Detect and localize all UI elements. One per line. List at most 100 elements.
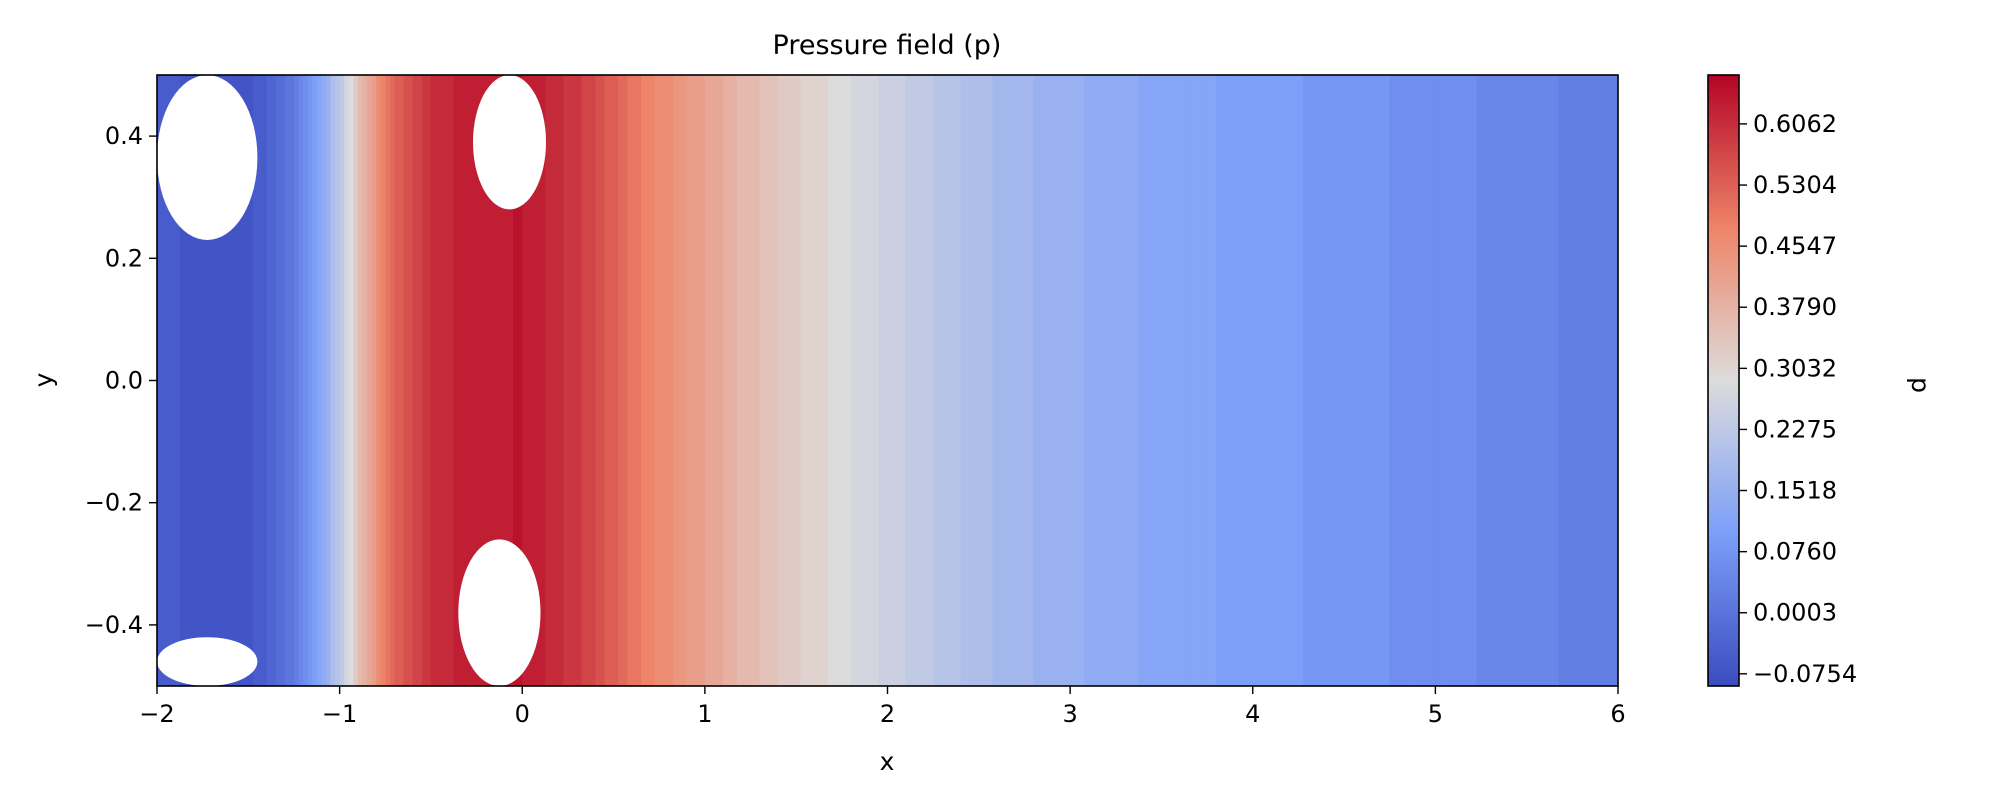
field-band [919,75,925,686]
field-band [892,75,898,686]
plot-area [157,75,1618,686]
field-band [444,75,450,686]
field-band [1604,75,1610,686]
field-band [622,75,628,686]
field-band [978,75,984,686]
field-band [796,75,802,686]
field-band [1266,75,1272,686]
field-band [1549,75,1555,686]
field-band [1207,75,1213,686]
field-band [230,75,236,686]
field-band [901,75,907,686]
field-band [951,75,957,686]
field-band [1188,75,1194,686]
field-band [248,75,254,686]
field-band [1111,75,1117,686]
field-band [1590,75,1596,686]
field-band [819,75,825,686]
field-band [508,75,514,686]
colorbar-tick-label: 0.6062 [1753,110,1837,138]
field-band [220,75,227,686]
field-band [1225,75,1231,686]
field-band [750,75,756,686]
field-band [946,75,953,686]
x-tick-label: 3 [1062,700,1077,728]
field-band [321,75,327,686]
field-band [672,75,679,686]
field-band [572,75,578,686]
masked-regions [157,75,546,686]
field-band [1435,75,1441,686]
field-band [1412,75,1418,686]
field-band [348,75,354,686]
field-band [1531,75,1537,686]
field-band [1229,75,1236,686]
field-band [837,75,843,686]
field-band [650,75,656,686]
field-band [1152,75,1158,686]
field-band [503,75,510,686]
field-band [1124,75,1131,686]
field-band [298,75,304,686]
field-band [727,75,733,686]
field-band [1449,75,1455,686]
field-band [1120,75,1126,686]
field-band [1065,75,1071,686]
field-band [828,75,834,686]
field-band [540,75,546,686]
field-band [453,75,459,686]
field-band [1453,75,1459,686]
field-band [1280,75,1286,686]
field-band [166,75,172,686]
field-band [924,75,930,686]
field-band [1366,75,1373,686]
field-band [179,75,185,686]
field-band [211,75,217,686]
field-band [640,75,647,686]
field-band [1471,75,1478,686]
field-band [1599,75,1605,686]
field-band [1325,75,1331,686]
field-band [1394,75,1400,686]
field-band [1403,75,1409,686]
field-band [805,75,811,686]
field-band [787,75,793,686]
field-band [1079,75,1085,686]
field-band [1371,75,1377,686]
field-band [458,75,464,686]
field-band [257,75,263,686]
field-band [823,75,829,686]
field-band [1581,75,1587,686]
field-band [960,75,966,686]
field-band [1558,75,1564,686]
field-band [549,75,555,686]
field-band [1481,75,1487,686]
field-band [645,75,651,686]
field-band [942,75,948,686]
field-band [1458,75,1464,686]
field-band [170,75,176,686]
field-band [1462,75,1468,686]
field-band [440,75,446,686]
masked-region [458,539,541,686]
field-band [1353,75,1359,686]
field-band [161,75,167,686]
x-tick-label: −2 [139,700,174,728]
field-band [974,75,980,686]
colorbar: −0.0754 0.0003 0.0760 0.1518 0.2275 0.3032 0.3… [1707,74,1935,688]
x-axis: −2 −1 0 1 2 3 4 5 6 [139,686,1626,728]
field-band [1362,75,1368,686]
field-band [339,75,345,686]
field-band [1494,75,1500,686]
field-band [1444,75,1450,686]
colorbar-tick-label: 0.0760 [1753,538,1837,566]
field-band [736,75,742,686]
field-band [1330,75,1336,686]
field-band [577,75,583,686]
field-band [412,75,418,686]
field-band [1248,75,1254,686]
field-band [590,75,596,686]
field-band [714,75,720,686]
field-band [385,75,391,686]
field-band [325,75,332,686]
